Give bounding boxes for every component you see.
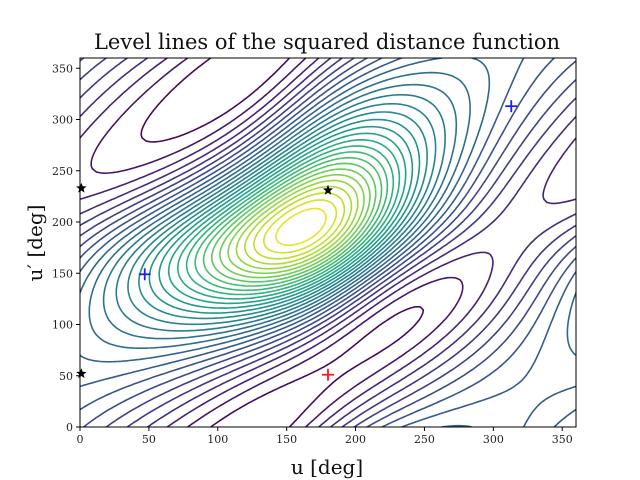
axes-frame xyxy=(79,57,577,428)
contour-level xyxy=(202,156,383,287)
x-tick-label: 150 xyxy=(276,433,297,446)
minimum-plus-marker xyxy=(138,268,151,281)
contour-level xyxy=(140,58,424,427)
x-axis: 0 50 100 150 200 250 300 350 xyxy=(77,427,573,446)
contour-level xyxy=(227,174,365,275)
contour-level xyxy=(90,58,464,427)
contour-level xyxy=(235,179,359,270)
contour-level xyxy=(115,94,446,332)
contour-level xyxy=(263,199,338,254)
y-tick-label: 200 xyxy=(52,216,73,229)
contour-level xyxy=(80,58,576,427)
saddle-star-marker xyxy=(76,368,87,379)
contour-level xyxy=(275,207,327,246)
maximum-plus-marker xyxy=(322,368,334,381)
contour-level xyxy=(138,111,428,320)
contour-level xyxy=(167,132,407,305)
contour-level xyxy=(194,151,389,292)
minimum-plus-marker xyxy=(505,100,518,113)
x-tick-label: 250 xyxy=(414,433,435,446)
contour-lines xyxy=(80,58,576,427)
y-tick-label: 150 xyxy=(52,267,73,280)
contour-level xyxy=(102,83,458,340)
contour-level xyxy=(80,58,576,427)
contour-level xyxy=(185,145,395,296)
contour-level xyxy=(80,58,576,427)
y-tick-label: 0 xyxy=(66,421,73,434)
contour-level xyxy=(244,185,353,265)
y-axis: 0 50 100 150 200 250 300 350 xyxy=(52,62,80,434)
saddle-star-marker xyxy=(76,182,87,193)
contour-level xyxy=(127,103,437,326)
contour-level xyxy=(211,162,377,283)
x-tick-label: 100 xyxy=(207,433,228,446)
contour-level xyxy=(80,58,576,427)
y-axis-label: u′ [deg] xyxy=(23,205,47,282)
y-tick-label: 250 xyxy=(52,165,73,178)
x-tick-label: 200 xyxy=(345,433,366,446)
contour-level xyxy=(88,71,471,349)
chart-title: Level lines of the squared distance func… xyxy=(94,30,560,54)
marker-layer xyxy=(76,100,518,381)
x-tick-label: 300 xyxy=(483,433,504,446)
x-tick-label: 0 xyxy=(77,433,84,446)
contour-level xyxy=(80,58,576,427)
contour-level xyxy=(158,125,414,309)
y-tick-label: 350 xyxy=(52,62,73,75)
contour-level xyxy=(148,118,421,314)
y-tick-label: 100 xyxy=(52,319,73,332)
x-tick-label: 350 xyxy=(552,433,573,446)
y-tick-label: 50 xyxy=(59,370,73,383)
x-axis-label: u [deg] xyxy=(291,455,363,479)
x-tick-label: 50 xyxy=(142,433,156,446)
y-tick-label: 300 xyxy=(52,114,73,127)
saddle-star-marker xyxy=(322,184,334,195)
contour-level xyxy=(177,139,401,300)
contour-level xyxy=(253,192,346,260)
contour-level xyxy=(219,168,371,279)
